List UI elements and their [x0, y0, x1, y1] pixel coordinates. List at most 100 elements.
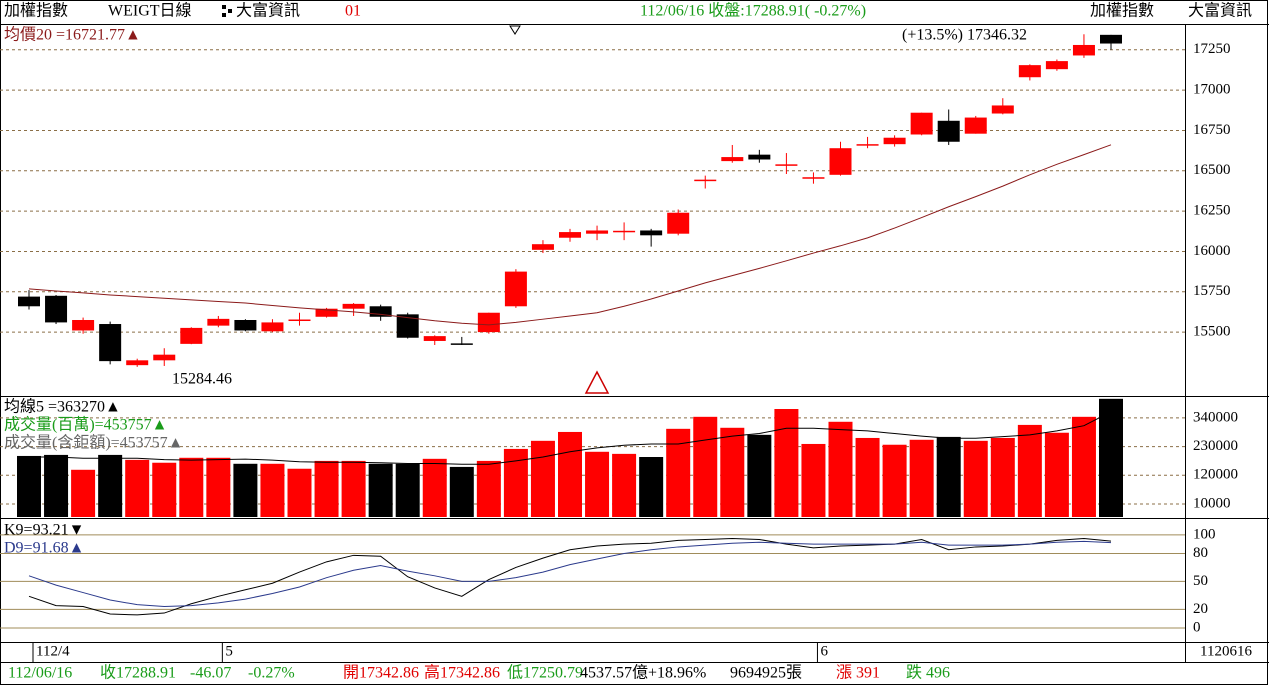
y-tick-label: 17000 — [1193, 82, 1231, 98]
volume-bar — [585, 451, 610, 517]
volume-bar — [314, 460, 339, 517]
x-tick-label: 112/4 — [36, 643, 70, 659]
candle-body — [207, 318, 230, 326]
volume-bar — [774, 409, 799, 517]
volume-bar — [395, 463, 420, 517]
y-tick-label: 15750 — [1193, 283, 1231, 299]
candle-body — [450, 343, 473, 345]
candle-body — [964, 117, 987, 134]
candle-body — [45, 295, 68, 323]
candle-body — [1018, 65, 1041, 78]
volume-bar — [855, 437, 880, 517]
volume-legend: 成交量(含鉅額)=453757▲ — [4, 434, 184, 452]
y-tick-label: 80 — [1193, 545, 1208, 561]
volume-bar — [1071, 416, 1096, 517]
candle-body — [1072, 44, 1095, 56]
candle-body — [261, 322, 284, 332]
footer-item: 高17342.86 — [424, 664, 500, 682]
candle-body — [1045, 61, 1068, 70]
candle-body — [829, 148, 852, 175]
volume-bar — [44, 454, 69, 517]
volume-bar — [909, 439, 934, 517]
candle-body — [748, 154, 771, 160]
footer-item: -46.07 — [190, 665, 231, 682]
candle-body — [504, 271, 527, 307]
candle-body — [937, 120, 960, 142]
footer-item: 跌 496 — [906, 664, 950, 682]
volume-bar — [1017, 424, 1042, 517]
volume-bar — [476, 460, 501, 517]
y-tick-label: 100 — [1193, 526, 1216, 542]
volume-bar — [990, 437, 1015, 517]
candle-body — [72, 319, 95, 331]
y-tick-label: 0 — [1193, 619, 1201, 635]
candle-body — [288, 319, 311, 322]
footer-item: 開17342.86 — [343, 665, 419, 682]
icon — [222, 5, 226, 9]
candle-body — [1100, 34, 1122, 44]
volume-bar — [206, 457, 231, 517]
volume-bar — [530, 440, 555, 517]
volume-bar — [71, 469, 96, 517]
volume-bar — [801, 443, 826, 517]
footer-item: 收17288.91 — [100, 664, 176, 682]
candle-body — [586, 230, 609, 234]
volume-bar — [1044, 432, 1069, 517]
y-tick-label: 16250 — [1193, 203, 1231, 219]
kd-line — [28, 540, 1112, 608]
candle-body — [991, 105, 1014, 114]
candle-body — [153, 354, 176, 361]
volume-bar — [179, 457, 204, 517]
candle-body — [180, 327, 203, 344]
candle-body — [99, 324, 122, 362]
icon — [222, 13, 226, 17]
right-name: 加權指數 — [1090, 2, 1154, 20]
volume-bar — [639, 457, 664, 517]
y-tick-label: 16750 — [1193, 122, 1231, 138]
y-tick-label: 20 — [1193, 601, 1208, 617]
volume-bar — [612, 453, 637, 517]
candle-body — [721, 157, 744, 162]
candle-body — [883, 137, 906, 145]
candle-body — [126, 360, 149, 366]
candle-body — [667, 212, 690, 234]
volume-bar — [558, 431, 582, 517]
icon — [228, 9, 232, 13]
y-tick-label: 17250 — [1193, 41, 1231, 57]
volume-bar — [503, 448, 528, 517]
panel-borders — [0, 24, 1269, 663]
volume-bar — [666, 428, 691, 517]
marker-down — [509, 25, 521, 35]
volume-bar — [422, 458, 447, 517]
ma-legend: 均價20 =16721.77▲ — [4, 26, 141, 44]
y-tick-label: 16000 — [1193, 243, 1231, 259]
volume-bar — [747, 434, 772, 517]
volume-bar — [233, 463, 258, 517]
volume-bar — [963, 440, 988, 517]
x-tick-label: 6 — [820, 643, 828, 659]
candle-body — [18, 296, 40, 307]
candle-body — [910, 112, 933, 135]
footer-item: 9694925張 — [730, 665, 802, 682]
volume-bar — [125, 459, 150, 517]
volume-bar — [936, 436, 961, 517]
code: 01 — [345, 3, 361, 20]
candle-body — [856, 144, 879, 146]
volume-bar — [17, 455, 41, 517]
candle-body — [477, 312, 500, 333]
volume-bar — [693, 416, 718, 517]
vendor: 大富資訊 — [236, 2, 300, 20]
marker-up — [584, 370, 610, 394]
y-tick-label: 120000 — [1193, 467, 1238, 483]
candle-body — [396, 314, 419, 338]
legend-entry: K9=93.21▼ — [4, 522, 84, 539]
candle-body — [559, 232, 581, 238]
volume-bar — [1099, 398, 1123, 517]
right-vendor: 大富資訊 — [1188, 2, 1252, 20]
candle-body — [342, 303, 365, 309]
footer-item: 低17250.79 — [507, 664, 583, 682]
footer-item: 112/06/16 — [8, 665, 72, 682]
volume-bar — [287, 468, 312, 517]
